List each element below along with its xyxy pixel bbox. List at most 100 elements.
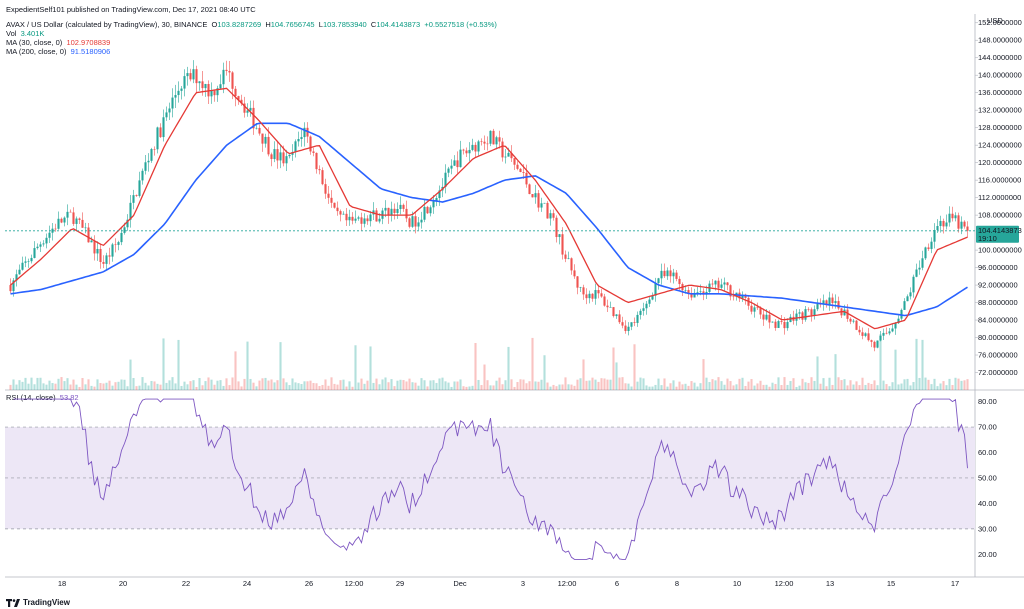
volume-bar bbox=[546, 382, 549, 390]
candle-body bbox=[207, 84, 210, 97]
time-tick-label: 12:00 bbox=[345, 579, 364, 588]
candle-body bbox=[777, 321, 780, 328]
candle-body bbox=[918, 267, 921, 270]
candle-body bbox=[858, 329, 861, 333]
volume-bar bbox=[441, 377, 444, 390]
candle-body bbox=[276, 149, 279, 161]
time-axis[interactable]: 18 20 22 24 26 12:00 29 Dec 3 12:00 6 8 10 12:00 13 15 1… bbox=[58, 579, 959, 588]
candle-body bbox=[222, 69, 225, 85]
volume-bar bbox=[153, 381, 156, 390]
candle-body bbox=[549, 213, 552, 219]
candle-body bbox=[687, 290, 690, 294]
price-axis[interactable]: 152.0000000 148.0000000 144.0000000 140.000… bbox=[975, 18, 1022, 377]
rsi-tick-label: 80.00 bbox=[978, 397, 997, 406]
rsi-legend[interactable]: RSI (14, close) 53.82 bbox=[6, 393, 79, 402]
volume-bar bbox=[825, 386, 828, 390]
candle-body bbox=[951, 213, 954, 219]
candle-body bbox=[885, 332, 888, 334]
volume-bars bbox=[9, 334, 969, 390]
candle-body bbox=[726, 282, 729, 286]
time-tick-label: 26 bbox=[305, 579, 313, 588]
volume-bar bbox=[624, 383, 627, 390]
candle-body bbox=[183, 76, 186, 89]
candle-body bbox=[534, 193, 537, 198]
candle-body bbox=[255, 127, 258, 129]
candle-body bbox=[630, 322, 633, 327]
volume-bar bbox=[42, 383, 45, 390]
volume-bar bbox=[324, 379, 327, 390]
candle-body bbox=[696, 292, 699, 293]
candle-body bbox=[252, 107, 255, 129]
volume-bar bbox=[708, 382, 711, 390]
candle-body bbox=[60, 218, 63, 223]
candle-body bbox=[318, 169, 321, 171]
candle-body bbox=[360, 217, 363, 224]
candle-body bbox=[489, 130, 492, 144]
volume-bar bbox=[771, 382, 774, 390]
candles bbox=[9, 60, 969, 352]
candle-body bbox=[153, 149, 156, 150]
volume-bar bbox=[951, 385, 954, 390]
ma200-legend[interactable]: MA (200, close, 0) 91.5180906 bbox=[6, 47, 111, 56]
volume-bar bbox=[309, 380, 312, 390]
time-tick-label: 3 bbox=[521, 579, 525, 588]
volume-bar bbox=[285, 382, 288, 390]
symbol-title[interactable]: AVAX / US Dollar (calculated by TradingV… bbox=[6, 20, 208, 29]
candle-body bbox=[414, 216, 417, 227]
volume-bar bbox=[768, 386, 771, 390]
candle-body bbox=[924, 247, 927, 259]
volume-bar bbox=[660, 385, 663, 390]
candle-body bbox=[285, 156, 288, 164]
volume-bar bbox=[636, 381, 639, 390]
rsi-pane bbox=[5, 426, 975, 530]
volume-bar bbox=[417, 385, 420, 390]
candle-body bbox=[816, 303, 819, 310]
volume-legend[interactable]: Vol 3.401K bbox=[6, 29, 45, 38]
candle-body bbox=[774, 321, 777, 328]
volume-bar bbox=[963, 380, 966, 390]
volume-bar bbox=[867, 382, 870, 390]
volume-bar bbox=[765, 384, 768, 390]
volume-bar bbox=[456, 381, 459, 390]
volume-bar bbox=[123, 379, 126, 390]
volume-bar bbox=[585, 380, 588, 390]
candle-body bbox=[324, 184, 327, 194]
volume-bar bbox=[561, 384, 564, 390]
volume-bar bbox=[924, 377, 927, 390]
volume-bar bbox=[483, 364, 486, 390]
volume-bar bbox=[609, 379, 612, 390]
tradingview-brand[interactable]: TradingView bbox=[6, 598, 70, 607]
candle-body bbox=[438, 190, 441, 199]
candle-body bbox=[261, 133, 264, 144]
candle-body bbox=[741, 294, 744, 299]
candle-body bbox=[108, 255, 111, 257]
volume-bar bbox=[858, 385, 861, 390]
ohlc-close: C104.4143873 bbox=[370, 20, 421, 29]
candle-body bbox=[78, 218, 81, 220]
candle-body bbox=[966, 226, 969, 231]
candle-body bbox=[111, 244, 114, 257]
volume-bar bbox=[384, 377, 387, 390]
candle-body bbox=[552, 213, 555, 218]
volume-bar bbox=[192, 380, 195, 390]
volume-bar bbox=[741, 377, 744, 390]
rsi-axis[interactable]: 80.00 70.00 60.00 50.00 40.00 30.00 20.00 bbox=[978, 397, 997, 559]
volume-bar bbox=[627, 383, 630, 390]
volume-bar bbox=[432, 380, 435, 390]
ma30-legend[interactable]: MA (30, close, 0) 102.9708839 bbox=[6, 38, 111, 47]
volume-bar bbox=[744, 385, 747, 390]
candle-body bbox=[555, 217, 558, 238]
volume-bar bbox=[687, 385, 690, 390]
candle-body bbox=[162, 117, 165, 138]
volume-bar bbox=[420, 378, 423, 390]
volume-bar bbox=[135, 386, 138, 390]
volume-bar bbox=[27, 383, 30, 390]
candle-body bbox=[519, 168, 522, 173]
volume-bar bbox=[642, 378, 645, 390]
candle-body bbox=[12, 280, 15, 292]
volume-bar bbox=[558, 384, 561, 390]
volume-bar bbox=[894, 349, 897, 390]
candle-body bbox=[798, 312, 801, 314]
rsi-tick-label: 50.00 bbox=[978, 473, 997, 482]
